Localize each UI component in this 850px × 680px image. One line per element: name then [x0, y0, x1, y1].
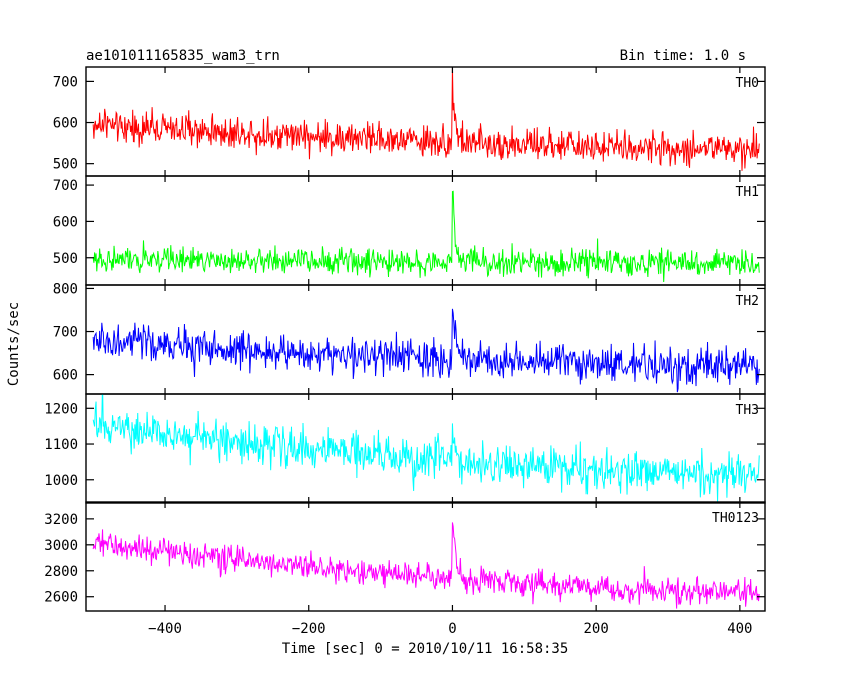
x-axis: −400 −200 0 200 400	[148, 621, 752, 637]
panel-label: TH3	[736, 403, 759, 418]
y-tick-label: 700	[53, 74, 78, 90]
y-axis-title: Counts/sec	[6, 302, 22, 386]
y-tick-label: 700	[53, 325, 78, 341]
panel-th0123: 2600 2800 3000 3200 TH0123	[44, 501, 766, 612]
y-tick-label: 600	[53, 368, 78, 384]
panel-label: TH0	[736, 76, 759, 91]
y-tick-label: 2600	[44, 590, 78, 606]
y-tick-label: 500	[53, 157, 78, 173]
x-tick-label: 0	[448, 621, 456, 637]
y-tick-label: 1100	[44, 437, 78, 453]
panel-th0: 500 600 700 TH0	[53, 66, 766, 177]
panel-th1: 500 600 700 TH1	[53, 175, 766, 286]
y-tick-label: 600	[53, 214, 78, 230]
series-line-th0123	[92, 522, 760, 609]
series-line-th1	[92, 190, 760, 282]
panels-group: 500 600 700 TH0 500 600 700 TH1 600 700 800 TH2 1000…	[44, 66, 766, 612]
y-tick-label: 700	[53, 178, 78, 194]
y-tick-label: 600	[53, 116, 78, 132]
y-tick-label: 1200	[44, 401, 78, 417]
y-tick-label: 1000	[44, 473, 78, 489]
panel-label: TH2	[736, 294, 759, 309]
chart-title: ae101011165835_wam3_trn	[86, 48, 280, 64]
y-tick-label: 2800	[44, 564, 78, 580]
series-line-th3	[92, 394, 760, 502]
y-tick-label: 800	[53, 281, 78, 297]
x-tick-label: 400	[727, 621, 752, 637]
x-tick-label: −400	[148, 621, 182, 637]
bin-time-label: Bin time: 1.0 s	[620, 48, 746, 64]
panel-label: TH0123	[712, 511, 759, 526]
y-tick-label: 3000	[44, 538, 78, 554]
panel-th3: 1000 1100 1200 TH3	[44, 393, 766, 504]
x-tick-label: 200	[583, 621, 608, 637]
y-tick-label: 3200	[44, 512, 78, 528]
x-tick-label: −200	[292, 621, 326, 637]
y-tick-label: 500	[53, 251, 78, 267]
panel-frame	[85, 501, 766, 612]
series-line-th2	[92, 308, 760, 393]
x-axis-title: Time [sec] 0 = 2010/10/11 16:58:35	[282, 641, 569, 657]
series-line-th0	[92, 67, 760, 171]
panel-frame	[85, 393, 766, 504]
panel-th2: 600 700 800 TH2	[53, 281, 766, 395]
panel-label: TH1	[736, 185, 759, 200]
